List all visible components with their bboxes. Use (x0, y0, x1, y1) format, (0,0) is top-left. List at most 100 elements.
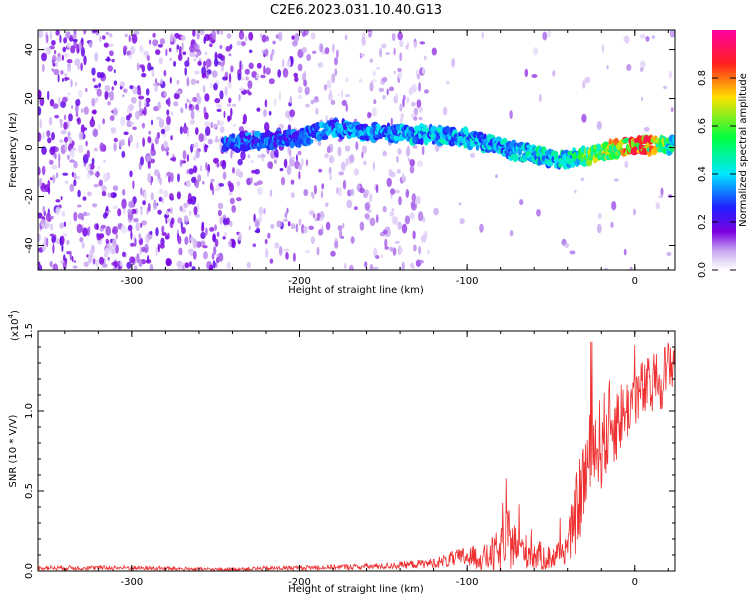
spectrogram-noise-cell (248, 62, 254, 70)
spectrogram-noise-cell (120, 224, 127, 234)
spectrogram-noise-cell (536, 209, 541, 217)
spectrogram-ridge-cell (570, 162, 576, 168)
spectrogram-noise-cell (54, 153, 57, 160)
spectrogram-noise-cell (166, 109, 170, 116)
spectrogram-noise-cell (62, 46, 67, 53)
spectrogram-noise-cell (227, 240, 233, 248)
y-tick-label: 20 (24, 92, 35, 105)
spectrogram-noise-cell (531, 74, 538, 78)
spectrogram-noise-cell (144, 98, 147, 108)
spectrogram-noise-cell (128, 200, 135, 208)
spectrogram-noise-cell (263, 65, 266, 75)
spectrogram-noise-cell (78, 42, 82, 51)
spectrogram-noise-cell (120, 139, 125, 146)
spectrogram-noise-cell (54, 114, 60, 119)
spectrogram-noise-cell (250, 176, 253, 184)
spectrogram-noise-cell (103, 172, 109, 183)
spectrogram-noise-cell (236, 180, 241, 187)
spectrogram-noise-cell (129, 85, 134, 90)
spectrogram-noise-cell (74, 81, 78, 86)
spectrogram-noise-cell (179, 159, 183, 166)
spectrogram-noise-cell (147, 255, 150, 263)
spectrogram-noise-cell (290, 192, 295, 199)
spectrogram-noise-cell (71, 105, 74, 109)
spectrogram-noise-cell (67, 42, 71, 49)
spectrogram-noise-cell (396, 169, 401, 174)
spectrogram-noise-cell (145, 234, 148, 243)
spectrogram-noise-cell (199, 30, 205, 36)
spectrogram-noise-cell (209, 82, 213, 89)
spectrogram-noise-cell (404, 215, 411, 225)
spectrogram-noise-cell (41, 188, 47, 193)
spectrogram-noise-cell (601, 44, 605, 54)
spectrogram-noise-cell (197, 174, 202, 183)
spectrogram-noise-cell (495, 174, 498, 179)
spectrogram-ridge-cell (550, 150, 559, 157)
spectrogram-noise-cell (524, 68, 529, 78)
spectrogram-noise-cell (152, 32, 156, 38)
spectrogram-noise-cell (129, 134, 133, 143)
spectrogram-noise-cell (204, 121, 211, 127)
spectrogram-noise-cell (286, 165, 292, 176)
spectrogram-noise-cell (344, 262, 347, 270)
spectrogram-noise-cell (298, 164, 303, 171)
spectrogram-noise-cell (132, 126, 137, 131)
spectrogram-noise-cell (186, 169, 189, 175)
spectrogram-cells (38, 30, 675, 270)
spectrogram-noise-cell (54, 50, 57, 55)
spectrogram-noise-cell (89, 118, 96, 128)
spectrogram-noise-cell (61, 96, 68, 103)
spectrogram-noise-cell (47, 180, 51, 188)
spectrogram-noise-cell (80, 108, 84, 113)
spectrogram-noise-cell (107, 101, 111, 106)
spectrogram-noise-cell (192, 238, 198, 249)
spectrogram-noise-cell (364, 213, 370, 219)
spectrogram-noise-cell (405, 189, 410, 198)
spectrogram-noise-cell (398, 196, 402, 206)
spectrogram-noise-cell (193, 206, 198, 216)
spectrogram-noise-cell (82, 196, 87, 201)
spectrogram-noise-cell (324, 153, 329, 158)
spectrogram-noise-cell (128, 104, 134, 111)
spectrogram-noise-cell (65, 180, 68, 184)
spectrogram-noise-cell (99, 35, 102, 42)
spectrogram-noise-cell (227, 115, 232, 121)
spectrogram-noise-cell (217, 104, 222, 109)
spectrogram-y-ticks: -40 -20 0 20 40 (24, 43, 675, 254)
spectrogram-noise-cell (239, 61, 242, 71)
spectrogram-noise-cell (165, 234, 169, 240)
spectrogram-noise-cell (47, 137, 52, 144)
spectrogram-noise-cell (281, 59, 285, 68)
spectrogram-noise-cell (73, 172, 77, 180)
spectrogram-ridge-cell (422, 124, 428, 131)
spectrogram-noise-cell (177, 235, 182, 245)
spectrogram-noise-cell (181, 42, 184, 51)
spectrogram-noise-cell (236, 40, 242, 46)
spectrogram-noise-cell (189, 120, 196, 125)
spectrogram-noise-cell (70, 45, 76, 54)
spectrogram-noise-cell (57, 53, 61, 57)
spectrogram-noise-cell (283, 158, 288, 168)
spectrogram-noise-cell (310, 236, 315, 245)
spectrogram-noise-cell (129, 242, 136, 247)
spectrogram-noise-cell (51, 68, 54, 72)
spectrogram-noise-cell (371, 107, 377, 117)
spectrogram-noise-cell (59, 119, 63, 123)
spectrogram-noise-cell (103, 159, 106, 163)
spectrogram-noise-cell (86, 149, 91, 159)
spectrogram-noise-cell (63, 37, 67, 44)
spectrogram-noise-cell (121, 150, 126, 158)
spectrogram-noise-cell (99, 142, 105, 152)
spectrogram-noise-cell (421, 145, 425, 156)
spectrogram-noise-cell (177, 173, 180, 183)
spectrogram-noise-cell (161, 196, 164, 204)
spectrogram-noise-cell (276, 220, 283, 228)
spectrogram-noise-cell (217, 119, 220, 126)
spectrogram-noise-cell (270, 223, 275, 229)
spectrogram-noise-cell (325, 202, 329, 208)
spectrogram-noise-cell (313, 98, 319, 103)
spectrogram-noise-cell (112, 238, 117, 247)
spectrogram-noise-cell (136, 141, 139, 149)
spectrogram-noise-cell (303, 79, 307, 87)
spectrogram-noise-cell (168, 175, 171, 183)
